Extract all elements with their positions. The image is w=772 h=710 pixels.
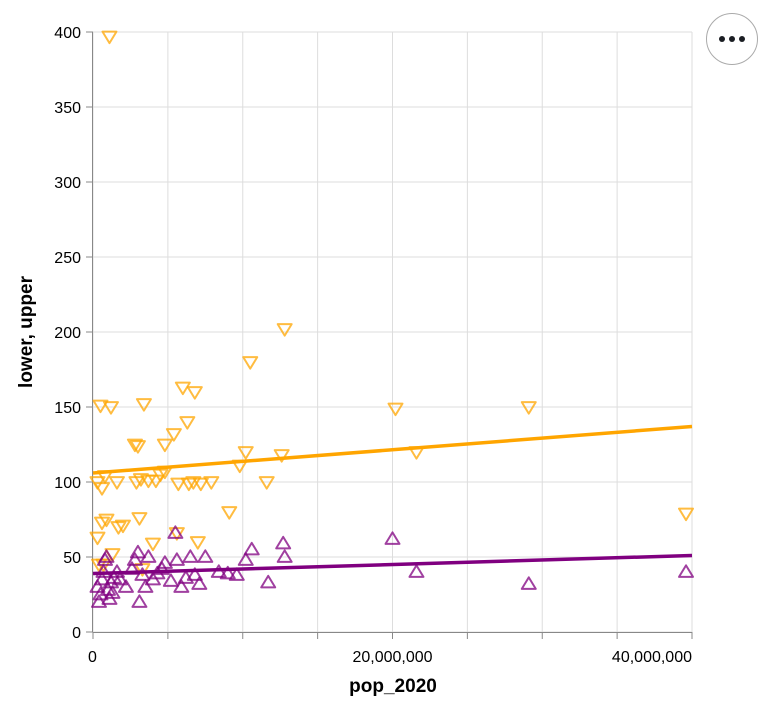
lower-point: [156, 555, 173, 569]
lower-point: [98, 549, 115, 563]
lower-point: [219, 565, 236, 580]
grid-lines: [92, 31, 693, 633]
upper-point: [108, 476, 125, 490]
y-tick-label: 300: [54, 175, 81, 192]
upper-point: [678, 507, 695, 522]
lower-point: [90, 594, 107, 608]
lower-point: [678, 564, 695, 578]
upper-point: [101, 30, 118, 45]
upper-point: [92, 399, 109, 414]
upper-point: [110, 521, 127, 535]
upper-point: [102, 401, 119, 415]
upper-point: [237, 446, 254, 460]
y-tick-label: 0: [72, 625, 81, 642]
upper-point: [273, 449, 290, 463]
lower-point: [275, 535, 292, 550]
lower-point: [167, 525, 184, 539]
lower-point: [408, 564, 425, 578]
upper-point: [180, 477, 197, 492]
upper-point: [179, 416, 196, 430]
lower-point: [131, 594, 148, 608]
upper-point: [93, 482, 110, 496]
lower-point: [140, 549, 157, 563]
lower-point: [92, 586, 109, 601]
y-axis-title: lower, upper: [16, 275, 37, 388]
y-tick-label: 100: [54, 475, 81, 492]
lower-point: [520, 576, 537, 590]
upper-point: [89, 531, 106, 546]
upper-point: [186, 386, 203, 400]
lower-point: [95, 564, 112, 578]
trend-lines: [92, 424, 693, 576]
series-triangle-up: [89, 525, 695, 608]
lower-point: [384, 531, 401, 545]
upper-point: [135, 398, 152, 412]
x-tick-label: 40,000,000: [612, 649, 692, 666]
upper-point: [520, 401, 537, 415]
lower-point: [243, 541, 260, 556]
lower-point: [173, 579, 190, 593]
upper-point: [98, 513, 115, 528]
actions-menu-button[interactable]: [706, 13, 758, 65]
y-tick-label: 200: [54, 325, 81, 342]
lower-point: [129, 544, 146, 559]
y-tick-label: 350: [54, 100, 81, 117]
lower-point: [117, 579, 134, 593]
lower-point: [186, 567, 203, 581]
lower-trend-line: [92, 553, 693, 576]
x-tick-label: 0: [88, 649, 97, 666]
y-tick-label: 150: [54, 400, 81, 417]
upper-point: [170, 477, 187, 492]
x-tick-label: 20,000,000: [352, 649, 432, 666]
upper-point: [192, 477, 209, 492]
lower-point: [260, 574, 277, 589]
lower-point: [191, 576, 208, 590]
upper-point: [203, 476, 220, 490]
upper-point: [258, 476, 275, 490]
lower-point: [177, 570, 194, 584]
axes: 0 20,000,000 40,000,000 0 50 100 150 200 250 300 3…: [54, 25, 693, 666]
upper-point: [156, 438, 173, 453]
data-marks: [89, 30, 695, 608]
x-axis-title: pop_2020: [349, 676, 437, 697]
series-triangle-down: [89, 30, 695, 577]
upper-point: [114, 519, 131, 534]
lower-point: [182, 549, 199, 563]
upper-point: [387, 402, 404, 417]
lower-point: [93, 571, 110, 586]
lower-point: [126, 552, 143, 566]
lower-point: [111, 571, 128, 586]
lower-point: [228, 567, 245, 581]
lower-point: [162, 573, 179, 587]
y-tick-label: 250: [54, 250, 81, 267]
lower-point: [276, 549, 293, 563]
upper-trend-line: [92, 424, 693, 475]
upper-point: [126, 438, 143, 453]
upper-point: [144, 537, 161, 552]
lower-point: [237, 552, 254, 566]
upper-point: [242, 356, 259, 370]
lower-point: [168, 552, 185, 566]
upper-point: [189, 536, 206, 550]
upper-point: [221, 506, 238, 520]
ellipsis-icon: [719, 36, 745, 42]
upper-point: [174, 381, 191, 396]
upper-point: [131, 512, 148, 526]
upper-point: [165, 428, 182, 442]
lower-point: [137, 579, 154, 593]
upper-point: [276, 323, 293, 337]
y-tick-label: 400: [54, 25, 81, 42]
lower-point: [104, 585, 121, 599]
lower-point: [134, 567, 151, 581]
upper-point: [129, 440, 146, 454]
lower-point: [197, 549, 214, 563]
y-tick-label: 50: [63, 550, 81, 567]
